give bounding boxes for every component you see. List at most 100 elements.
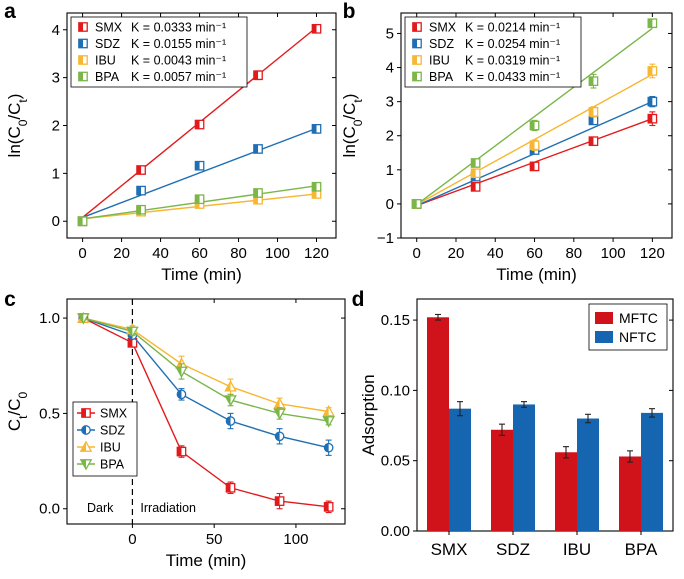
category-label-sdz: SDZ xyxy=(496,540,530,559)
point-sdz-fill xyxy=(312,124,317,134)
legend-k-smx: K = 0.0333 min⁻¹ xyxy=(131,21,226,35)
legend-box xyxy=(70,16,248,88)
legend-label-smx: SMX xyxy=(429,21,457,35)
ylabel-part: 0 xyxy=(16,119,30,126)
point-smx-fill xyxy=(226,483,231,492)
y-tick-label: 0.00 xyxy=(381,523,410,540)
point-smx-fill xyxy=(128,338,133,348)
point-smx-fill xyxy=(648,114,653,123)
point-ibu-fill xyxy=(312,189,317,199)
y-axis-title: ln(C0/Ct) xyxy=(5,94,30,158)
point-smx-fill xyxy=(471,182,476,192)
y-tick-label: 0 xyxy=(386,196,394,213)
bar-nftc-sdz xyxy=(513,404,535,531)
point-smx-fill xyxy=(589,136,594,146)
legend-swatch-nftc xyxy=(595,331,613,343)
ylabel-part: /C xyxy=(5,103,24,120)
bar-nftc-ibu xyxy=(577,418,599,531)
point-smx-fill xyxy=(195,120,200,129)
x-axis-title: Time (min) xyxy=(496,265,577,284)
y-tick-label: −1 xyxy=(377,230,394,247)
point-bpa-fill xyxy=(136,205,142,214)
legend-marker-ibu-fill xyxy=(80,441,86,452)
legend-label-mftc: MFTC xyxy=(619,310,658,326)
category-label-bpa: BPA xyxy=(625,540,658,559)
point-sdz-fill xyxy=(195,161,200,170)
line-smx xyxy=(83,317,329,508)
series-bpa xyxy=(411,18,658,209)
panel-label: b xyxy=(343,0,356,23)
point-bpa-fill xyxy=(78,217,83,226)
legend-label-smx: SMX xyxy=(95,21,123,35)
ylabel-part: ln(C xyxy=(340,126,359,157)
point-smx-fill xyxy=(136,165,142,175)
category-label-ibu: IBU xyxy=(563,540,591,559)
bar-mftc-ibu xyxy=(555,452,577,531)
category-label-smx: SMX xyxy=(431,540,468,559)
point-sdz-fill xyxy=(136,186,142,195)
ylabel-part: ln(C xyxy=(5,126,24,157)
x-tick-label: 40 xyxy=(152,245,169,262)
legend-label-sdz: SDZ xyxy=(429,37,454,51)
point-smx-fill xyxy=(312,24,317,33)
series-bpa xyxy=(77,181,322,227)
y-tick-label: 3 xyxy=(52,70,60,87)
y-tick-label: 1 xyxy=(52,165,60,182)
legend-box xyxy=(404,16,582,88)
point-bpa-fill xyxy=(312,182,317,191)
point-bpa-fill xyxy=(176,367,182,377)
point-bpa-fill xyxy=(530,121,535,130)
plot-frame xyxy=(400,12,673,239)
legend-k-ibu: K = 0.0043 min⁻¹ xyxy=(131,54,226,68)
legend-marker-smx-fill xyxy=(412,22,417,32)
legend-k-sdz: K = 0.0254 min⁻¹ xyxy=(465,37,560,51)
panel-label: c xyxy=(4,288,16,311)
point-sdz-fill xyxy=(226,416,231,426)
ylabel-part: C xyxy=(5,419,24,431)
legend-marker-ibu-fill xyxy=(412,55,417,65)
line-sdz xyxy=(83,317,329,449)
legend-label-ibu: IBU xyxy=(429,54,450,68)
legend-k-bpa: K = 0.0433 min⁻¹ xyxy=(465,70,560,84)
point-smx-fill xyxy=(530,162,535,171)
y-tick-label: 0.15 xyxy=(381,312,410,329)
point-ibu-fill xyxy=(176,358,182,369)
x-tick-label: 0 xyxy=(128,531,136,548)
point-ibu-fill xyxy=(530,141,535,150)
point-bpa-fill xyxy=(195,195,200,204)
bar-nftc-smx xyxy=(449,408,471,531)
x-tick-label: 120 xyxy=(640,245,665,262)
ylabel-part: 0 xyxy=(16,392,30,399)
x-tick-label: 60 xyxy=(526,245,543,262)
point-bpa-fill xyxy=(127,327,133,337)
y-tick-label: 1 xyxy=(386,162,394,179)
legend-label-bpa: BPA xyxy=(95,70,120,84)
legend: MFTC NFTC xyxy=(588,303,668,351)
legend: SMX K = 0.0333 min⁻¹ SDZ K = 0.0155 min⁻¹ IB… xyxy=(70,16,248,88)
x-tick-label: 20 xyxy=(113,245,130,262)
legend-label-sdz: SDZ xyxy=(95,37,120,51)
x-tick-label: 50 xyxy=(206,531,223,548)
legend-label-smx: SMX xyxy=(100,407,128,421)
y-tick-label: 0.05 xyxy=(381,453,410,470)
point-bpa-fill xyxy=(253,188,259,198)
point-bpa-fill xyxy=(412,199,417,209)
line-bpa xyxy=(83,317,329,422)
legend-label-nftc: NFTC xyxy=(619,329,656,345)
legend-marker-smx-fill xyxy=(81,408,86,418)
ylabel-part: /C xyxy=(340,103,359,120)
bar-mftc-smx xyxy=(427,317,449,531)
legend: SMX SDZ IBU BPA xyxy=(72,401,138,477)
point-ibu-fill xyxy=(323,406,329,416)
y-tick-label: 4 xyxy=(386,60,394,77)
point-bpa-fill xyxy=(471,158,476,168)
legend-k-sdz: K = 0.0155 min⁻¹ xyxy=(131,37,226,51)
x-tick-label: 20 xyxy=(448,245,465,262)
y-axis-title: ln(C0/Ct) xyxy=(340,94,365,158)
y-tick-label: 4 xyxy=(52,22,60,39)
panel-label: d xyxy=(352,288,365,311)
y-tick-label: 0 xyxy=(52,213,60,230)
legend-label-ibu: IBU xyxy=(95,54,116,68)
